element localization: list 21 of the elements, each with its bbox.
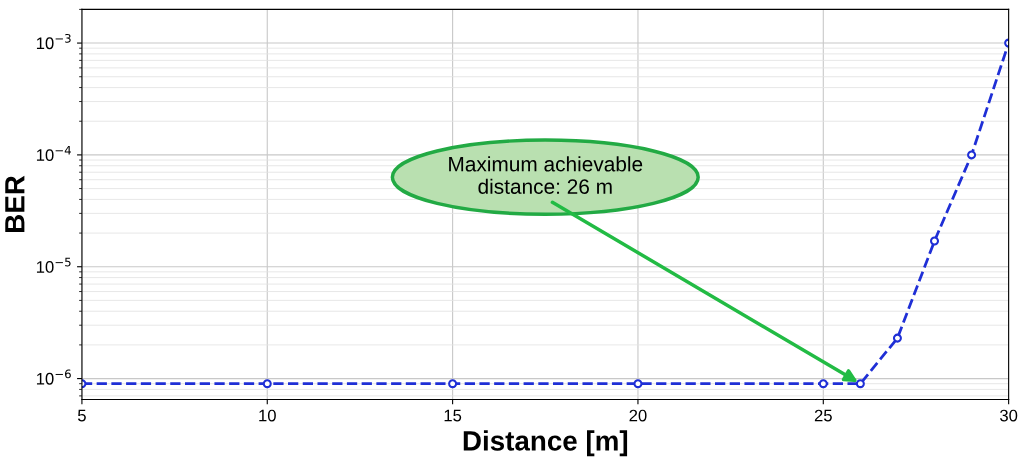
y-tick-label: 10$^{−4}$ — [36, 145, 71, 161]
x-tick-label: 5 — [77, 409, 86, 422]
point — [967, 150, 977, 160]
point — [818, 379, 828, 389]
point — [855, 379, 865, 389]
point — [929, 236, 940, 246]
x-tick-label: 10 — [259, 409, 276, 422]
x-tick-label: 20 — [629, 409, 647, 422]
y-axis-title: BER — [5, 175, 25, 232]
y-tick-label: 10$^{−5}$ — [36, 257, 71, 273]
x-tick-label: 25 — [814, 409, 832, 422]
x-tick-label: 15 — [444, 409, 462, 422]
point — [262, 379, 272, 389]
x-axis-title: Distance [m] — [463, 430, 628, 457]
point — [448, 379, 458, 389]
x-tick-label: 30 — [1000, 409, 1018, 422]
point — [892, 333, 902, 343]
point — [633, 379, 643, 389]
y-tick-label: 10$^{−6}$ — [36, 369, 71, 385]
annotation: Maximum achievable distance: 26 m — [449, 156, 643, 194]
y-tick-label: 10$^{−3}$ — [36, 33, 71, 50]
